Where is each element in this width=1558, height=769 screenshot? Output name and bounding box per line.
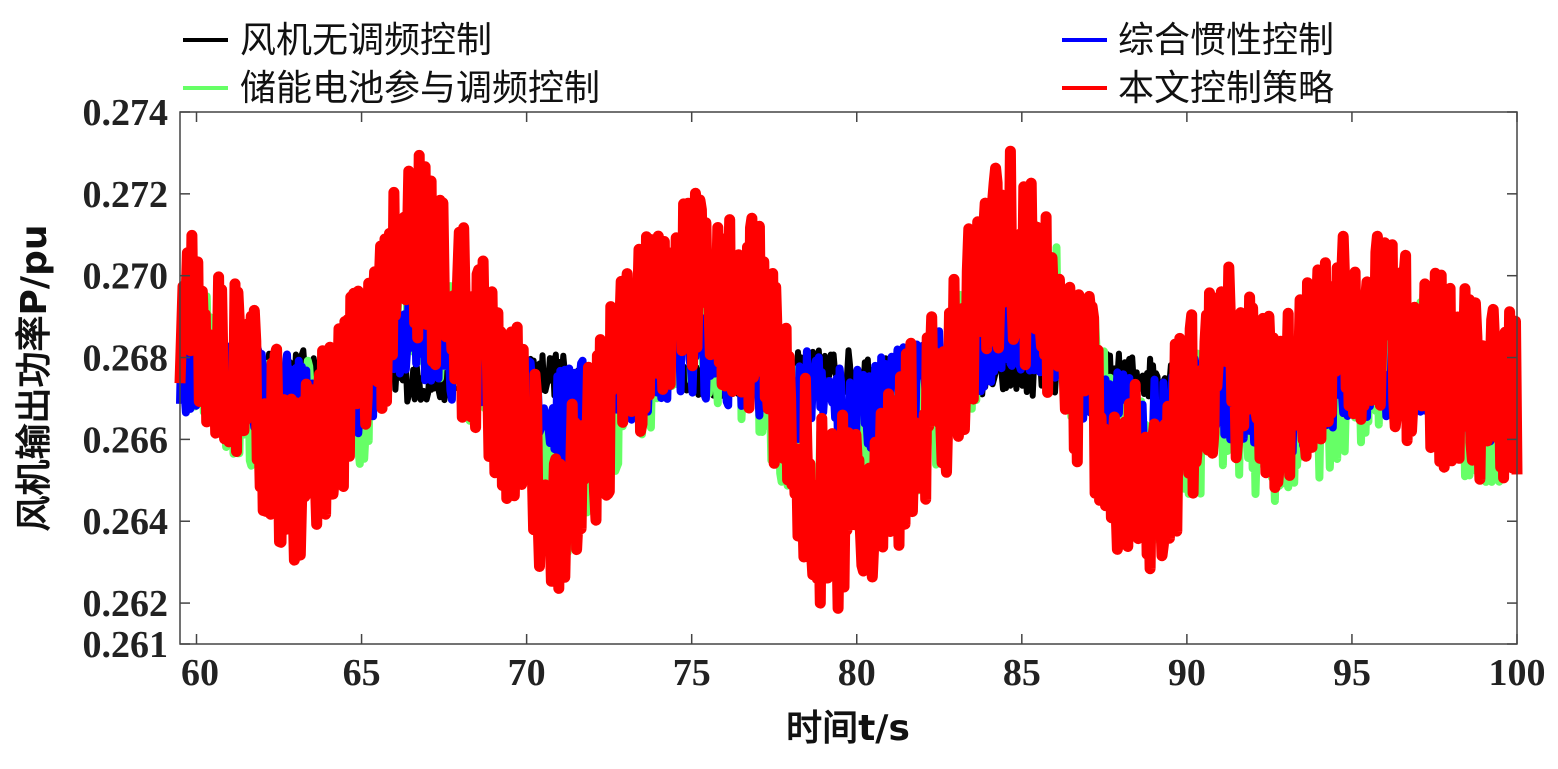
legend-label-no-fm: 风机无调频控制 [240, 20, 492, 61]
x-tick-labels: 60 65 70 75 80 85 90 95 100 [181, 652, 1546, 694]
x-axis-label: 时间t/s [786, 708, 910, 749]
legend: 风机无调频控制 储能电池参与调频控制 综合惯性控制 本文控制策略 [183, 20, 1334, 109]
y-tick-label: 0.274 [83, 92, 169, 134]
y-tick-label: 0.262 [83, 583, 169, 625]
plot-frame [179, 111, 1518, 645]
x-tick-label: 65 [343, 652, 381, 694]
legend-label-inertia: 综合惯性控制 [1118, 20, 1334, 61]
x-tick-label: 90 [1168, 652, 1206, 694]
x-tick-label: 95 [1333, 652, 1371, 694]
x-tick-label: 85 [1003, 652, 1041, 694]
x-tick-label: 75 [673, 652, 711, 694]
y-tick-label: 0.266 [83, 419, 169, 461]
y-tick-label: 0.270 [83, 256, 169, 298]
y-axis-label: 风机输出功率P/pu [14, 225, 55, 532]
y-tick-label: 0.272 [83, 174, 169, 216]
series-layer [174, 145, 1523, 614]
x-tick-label: 60 [181, 652, 219, 694]
y-tick-label: 0.268 [83, 338, 169, 380]
y-tick-label: 0.261 [83, 624, 169, 666]
x-tick-label: 70 [508, 652, 546, 694]
y-tick-label: 0.264 [83, 501, 169, 543]
legend-label-proposed: 本文控制策略 [1118, 68, 1334, 109]
series-line-3 [174, 145, 1523, 614]
legend-label-battery: 储能电池参与调频控制 [240, 68, 600, 109]
x-tick-label: 80 [838, 652, 876, 694]
ticks-layer [180, 111, 1518, 645]
x-tick-label: 100 [1489, 652, 1546, 694]
